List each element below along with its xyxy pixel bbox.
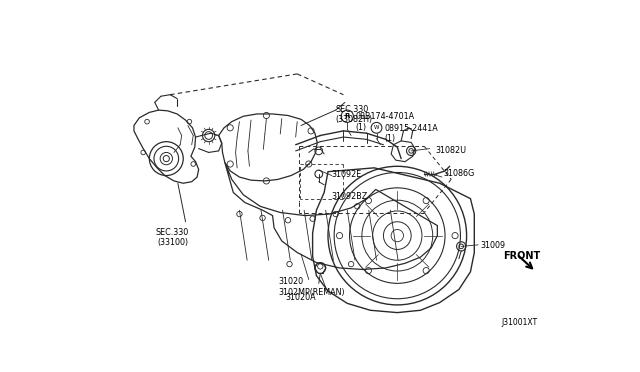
Text: SEC.330
(33100): SEC.330 (33100)	[156, 228, 189, 247]
Text: 31082U: 31082U	[436, 146, 467, 155]
Text: W: W	[374, 125, 380, 130]
Text: SEC.330
(33082H): SEC.330 (33082H)	[336, 105, 373, 124]
Text: 31092BZ: 31092BZ	[332, 192, 368, 202]
Text: 08B174-4701A
(1): 08B174-4701A (1)	[356, 112, 415, 132]
Text: R: R	[344, 113, 350, 119]
Text: 31092E: 31092E	[332, 170, 362, 179]
Text: J31001XT: J31001XT	[501, 318, 538, 327]
Text: 08915-2441A
(1): 08915-2441A (1)	[384, 124, 438, 143]
Text: 31009: 31009	[481, 241, 506, 250]
Text: 31020
3102MP(REMAN): 31020 3102MP(REMAN)	[278, 277, 344, 296]
Text: 31086G: 31086G	[444, 169, 475, 179]
Text: FRONT: FRONT	[504, 251, 541, 261]
Text: 31020A: 31020A	[285, 293, 316, 302]
